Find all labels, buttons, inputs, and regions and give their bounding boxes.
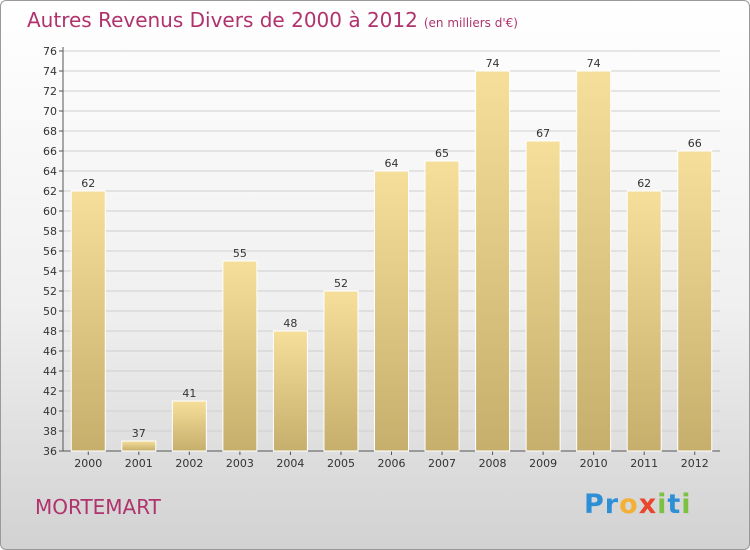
x-tick-label: 2008 [479, 457, 507, 470]
data-label: 62 [81, 177, 95, 190]
data-label: 52 [334, 277, 348, 290]
data-label: 64 [385, 157, 399, 170]
y-tick-label: 68 [43, 125, 57, 138]
x-tick-label: 2003 [226, 457, 254, 470]
y-tick-label: 70 [43, 105, 57, 118]
logo-letter: i [681, 489, 692, 520]
logo-letter: x [638, 489, 658, 520]
chart-title: Autres Revenus Divers de 2000 à 2012 (en … [27, 8, 518, 32]
y-tick-label: 50 [43, 305, 57, 318]
chart-title-text: Autres Revenus Divers de 2000 à 2012 [27, 8, 418, 32]
y-tick-label: 38 [43, 425, 57, 438]
logo-letter: P [584, 489, 605, 520]
bar [525, 140, 561, 452]
logo-letter: o [619, 489, 639, 520]
y-tick-label: 64 [43, 165, 57, 178]
bar [323, 290, 359, 452]
x-tick-label: 2009 [529, 457, 557, 470]
y-tick-label: 62 [43, 185, 57, 198]
logo-letter: r [604, 489, 620, 520]
data-labels: 62 37 41 55 48 52 64 65 74 67 74 62 66 [81, 57, 701, 440]
x-tick-label: 2012 [681, 457, 709, 470]
bar [424, 160, 460, 452]
data-label: 48 [283, 317, 297, 330]
bar [626, 190, 662, 452]
y-tick-label: 46 [43, 345, 57, 358]
y-tick-label: 48 [43, 325, 57, 338]
chart-unit-text: (en milliers d'€) [423, 16, 518, 30]
bar [677, 150, 713, 452]
logo-letter: t [667, 489, 682, 520]
data-label: 55 [233, 247, 247, 260]
bar [475, 70, 511, 452]
y-tick-label: 66 [43, 145, 57, 158]
proxiti-logo[interactable]: Proxiti [584, 489, 692, 520]
bar [222, 260, 258, 452]
data-label: 74 [486, 57, 500, 70]
y-tick-label: 72 [43, 85, 57, 98]
data-label: 37 [132, 427, 146, 440]
y-tick-label: 60 [43, 205, 57, 218]
x-tick-label: 2010 [580, 457, 608, 470]
y-tick-label: 54 [43, 265, 57, 278]
x-tick-label: 2011 [630, 457, 658, 470]
y-tick-label: 76 [43, 45, 57, 58]
data-label: 66 [688, 137, 702, 150]
bar [171, 400, 207, 452]
x-tick-label: 2000 [74, 457, 102, 470]
bar [272, 330, 308, 452]
data-label: 67 [536, 127, 550, 140]
data-label: 65 [435, 147, 449, 160]
y-tick-label: 74 [43, 65, 57, 78]
logo-letter: i [657, 489, 668, 520]
y-tick-label: 36 [43, 445, 57, 458]
data-label: 74 [587, 57, 601, 70]
data-label: 62 [637, 177, 651, 190]
x-tick-label: 2006 [378, 457, 406, 470]
x-tick-label: 2007 [428, 457, 456, 470]
x-tick-label: 2005 [327, 457, 355, 470]
x-tick-label: 2004 [276, 457, 304, 470]
y-tick-label: 52 [43, 285, 57, 298]
x-tick-label: 2002 [175, 457, 203, 470]
town-name: MORTEMART [35, 495, 161, 519]
bars [70, 70, 713, 452]
y-tick-label: 42 [43, 385, 57, 398]
bar [121, 440, 157, 452]
bar [374, 170, 409, 452]
y-tick-label: 56 [43, 245, 57, 258]
bar [576, 70, 612, 452]
y-tick-label: 44 [43, 365, 57, 378]
y-tick-label: 58 [43, 225, 57, 238]
y-tick-label: 40 [43, 405, 57, 418]
bar [70, 190, 106, 452]
x-tick-label: 2001 [125, 457, 153, 470]
data-label: 41 [182, 387, 196, 400]
